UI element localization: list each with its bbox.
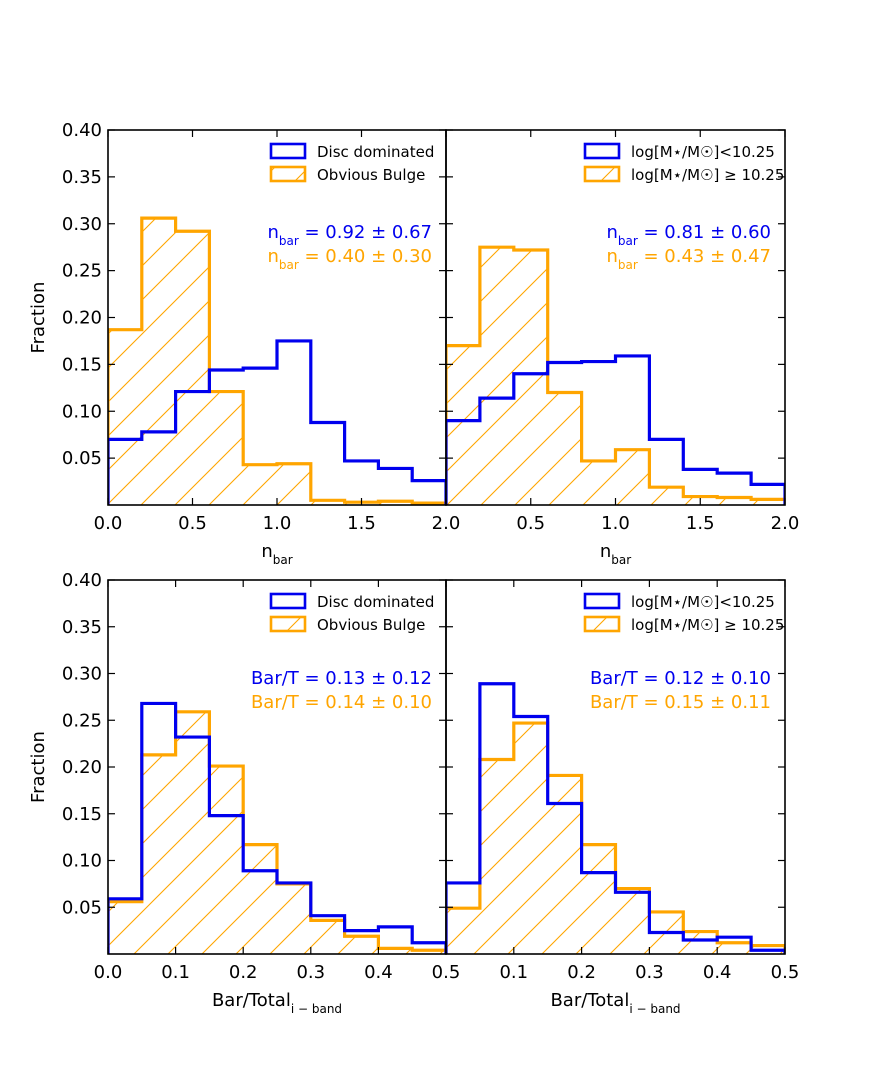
x-tick-label: 0.2 (229, 962, 258, 983)
y-tick-label: 0.05 (62, 897, 102, 918)
x-tick-label: 0.5 (516, 513, 545, 534)
hatch-fill-2 (446, 723, 785, 954)
legend-label-1: Disc dominated (317, 593, 434, 611)
x-tick-label: 1.0 (263, 513, 292, 534)
legend-swatch-1 (583, 142, 621, 160)
x-axis-label: Bar/Totali − band (550, 990, 680, 1016)
legend-label-1: log[M⋆/M☉]<10.25 (631, 593, 775, 611)
x-tick-label: 0.4 (703, 962, 732, 983)
stat-annotation-1: nbar = 0.81 ± 0.60 (606, 222, 771, 248)
y-tick-label: 0.30 (62, 664, 102, 685)
histogram-orange (108, 710, 446, 954)
panel-1: 0.05 0.10 0.15 0.20 0.25 0.30 0.35 0.40 0.0 0.5 1.… (28, 120, 460, 567)
hatch-fill-2 (108, 218, 446, 505)
x-tick-label: 0.1 (499, 962, 528, 983)
x-tick-label: 0.4 (364, 962, 393, 983)
legend-label-2: Obvious Bulge (317, 616, 425, 634)
x-tick-label: 1.5 (347, 513, 376, 534)
stat-annotation-1: nbar = 0.92 ± 0.67 (267, 222, 432, 248)
x-tick-label: 2.0 (432, 513, 461, 534)
legend: Disc dominated Obvious Bulge (269, 142, 434, 184)
plot-area (446, 245, 785, 505)
y-tick-label: 0.40 (62, 120, 102, 141)
stat-annotation-1: Bar/T = 0.12 ± 0.10 (590, 668, 771, 689)
legend: log[M⋆/M☉]<10.25 log[M⋆/M☉] ≥ 10.25 (583, 142, 784, 184)
histogram-blue (446, 682, 785, 954)
histogram-blue (108, 339, 446, 505)
legend-label-1: log[M⋆/M☉]<10.25 (631, 143, 775, 161)
x-axis-label: nbar (261, 541, 292, 567)
legend-swatch-2 (583, 615, 621, 633)
stat-annotation-2: nbar = 0.40 ± 0.30 (267, 246, 432, 272)
hatch-fill-2 (108, 711, 446, 954)
histogram-blue (108, 701, 446, 954)
legend-swatch-1 (269, 142, 307, 160)
x-tick-label: 1.5 (686, 513, 715, 534)
x-axis-label: Bar/Totali − band (212, 990, 342, 1016)
y-tick-label: 0.10 (62, 401, 102, 422)
stat-annotation-2: Bar/T = 0.15 ± 0.11 (590, 692, 771, 713)
legend-label-2: log[M⋆/M☉] ≥ 10.25 (631, 616, 784, 634)
legend-swatch-2 (269, 615, 307, 633)
y-tick-label: 0.10 (62, 851, 102, 872)
y-tick-label: 0.30 (62, 214, 102, 235)
stat-annotation-2: Bar/T = 0.14 ± 0.10 (251, 692, 432, 713)
y-tick-label: 0.20 (62, 308, 102, 329)
plot-area (108, 216, 446, 505)
y-axis-label: Fraction (28, 282, 49, 354)
panel-4: 0.1 0.2 0.3 0.4 0.5 Bar/Totali − band log[M⋆/M… (445, 579, 800, 1016)
legend-swatch-1 (583, 592, 621, 610)
panel-3: 0.05 0.10 0.15 0.20 0.25 0.30 0.35 0.40 0.0 0.1 0.… (28, 570, 460, 1016)
histogram-orange (108, 216, 446, 505)
x-tick-label: 0.3 (296, 962, 325, 983)
panel-2: 0.5 1.0 1.5 2.0nbarlog[M⋆/M☉]<10.25log[M⋆/M… (445, 129, 800, 567)
x-tick-label: 0.0 (94, 513, 123, 534)
y-tick-label: 0.15 (62, 804, 102, 825)
legend: Disc dominated Obvious Bulge (269, 592, 434, 634)
plot-area (108, 701, 446, 954)
histogram-blue (446, 354, 785, 505)
legend-label-2: Obvious Bulge (317, 166, 425, 184)
legend: log[M⋆/M☉]<10.25 log[M⋆/M☉] ≥ 10.25 (583, 592, 784, 634)
y-tick-label: 0.20 (62, 757, 102, 778)
x-tick-label: 0.5 (771, 962, 800, 983)
x-tick-label: 0.1 (161, 962, 190, 983)
y-tick-label: 0.35 (62, 617, 102, 638)
y-tick-label: 0.15 (62, 354, 102, 375)
y-tick-label: 0.25 (62, 710, 102, 731)
histogram-orange (446, 245, 785, 505)
legend-swatch-1 (269, 592, 307, 610)
x-tick-label: 0.3 (635, 962, 664, 983)
plot-area (446, 682, 785, 954)
x-tick-label: 0.2 (567, 962, 596, 983)
legend-label-2: log[M⋆/M☉] ≥ 10.25 (631, 166, 784, 184)
legend-label-1: Disc dominated (317, 143, 434, 161)
y-tick-label: 0.25 (62, 261, 102, 282)
x-tick-label: 0.5 (432, 962, 461, 983)
x-tick-label: 0.5 (178, 513, 207, 534)
stat-annotation-1: Bar/T = 0.13 ± 0.12 (251, 668, 432, 689)
legend-swatch-2 (583, 165, 621, 183)
legend-swatch-2 (269, 165, 307, 183)
x-tick-label: 1.0 (601, 513, 630, 534)
x-tick-label: 2.0 (771, 513, 800, 534)
y-tick-label: 0.40 (62, 570, 102, 591)
stat-annotation-2: nbar = 0.43 ± 0.47 (606, 246, 771, 272)
hatch-fill-2 (446, 247, 785, 505)
y-axis-label: Fraction (28, 731, 49, 803)
histogram-orange (446, 721, 785, 954)
x-axis-label: nbar (600, 541, 631, 567)
y-tick-label: 0.05 (62, 448, 102, 469)
y-tick-label: 0.35 (62, 167, 102, 188)
x-tick-label: 0.0 (94, 962, 123, 983)
